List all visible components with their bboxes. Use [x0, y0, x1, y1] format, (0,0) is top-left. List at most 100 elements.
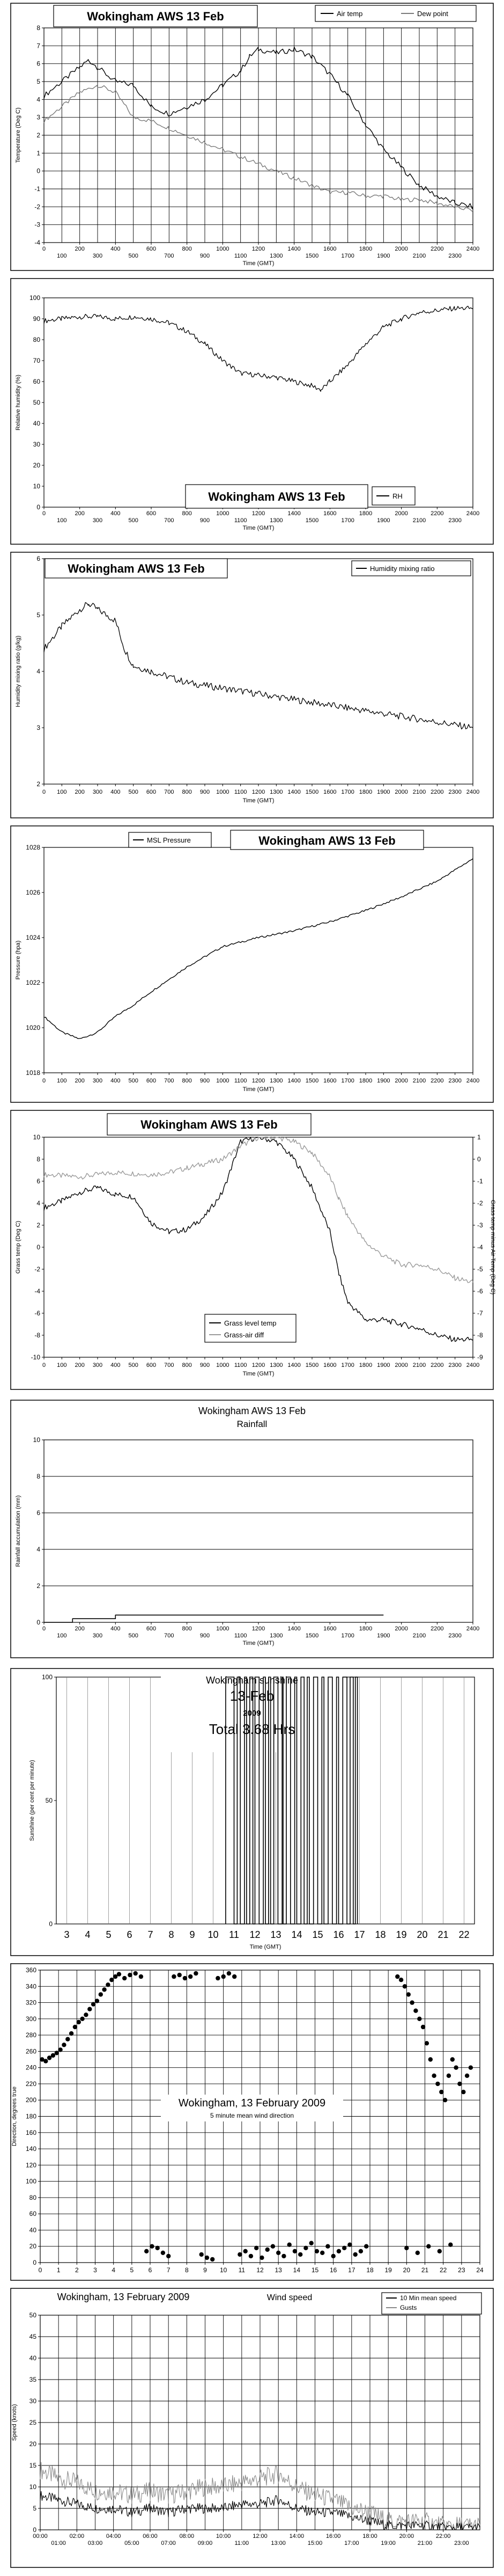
chart-subtitle: Rainfall: [237, 1419, 268, 1429]
title-box: [45, 558, 228, 579]
x-tick-label: 19:00: [381, 2540, 396, 2546]
x-tick-label: 800: [182, 1626, 191, 1632]
y-tick-label: 40: [29, 2354, 37, 2362]
x-tick-label: 23:00: [454, 2540, 469, 2546]
x-tick-label: 20: [417, 1929, 427, 1940]
data-point: [94, 1999, 100, 2003]
y2-tick-label: -1: [477, 1177, 483, 1185]
x-tick-label: 12: [256, 2266, 264, 2274]
y-tick-label: -1: [34, 185, 40, 193]
x-tick-label: 1300: [270, 789, 283, 795]
x-tick-label: 1400: [287, 789, 300, 795]
x-tick-label: 06:00: [143, 2533, 158, 2540]
chart-title: Wokingham AWS 13 Feb: [140, 1118, 277, 1131]
title-backdrop: [161, 2095, 343, 2121]
data-point: [331, 2253, 336, 2259]
y2-tick-label: -3: [477, 1221, 483, 1229]
y-tick-label: 1018: [26, 1069, 40, 1077]
x-tick-label: 7: [147, 1929, 153, 1940]
title-box: [107, 1113, 312, 1136]
x-tick-label: 700: [164, 1633, 174, 1639]
legend-label: Grass-air diff: [224, 1331, 264, 1339]
y-tick-label: 5: [33, 2505, 36, 2512]
x-tick-label: 1900: [377, 253, 390, 259]
data-point: [248, 2253, 254, 2259]
data-point: [442, 2098, 448, 2103]
x-tick-label: 1500: [306, 253, 318, 259]
x-tick-label: 1500: [306, 1633, 318, 1639]
data-point: [238, 2252, 242, 2257]
chart-total: Total 3.68 Hrs: [209, 1721, 295, 1737]
x-tick-label: 1800: [359, 1626, 372, 1632]
x-tick-label: 1000: [216, 1626, 229, 1632]
plot-area: [43, 297, 473, 508]
y-tick-label: 1024: [26, 934, 40, 941]
y-tick-label: 20: [33, 462, 41, 469]
data-point: [336, 2249, 342, 2253]
y-tick-label: 3: [36, 724, 40, 731]
y-tick-label: 340: [26, 1982, 36, 1990]
x-tick-label: 2300: [448, 517, 461, 524]
x-tick-label: 1300: [270, 253, 283, 259]
data-point: [454, 2065, 458, 2070]
x-tick-label: 18: [375, 1929, 386, 1940]
data-point: [303, 2245, 308, 2250]
x-tick-label: 1: [57, 2266, 61, 2274]
y-axis-label: Rainfall accumulation (mm): [15, 1495, 21, 1567]
x-tick-label: 2200: [431, 1362, 443, 1368]
y-tick-label: 120: [26, 2161, 36, 2169]
data-point: [221, 1974, 226, 1979]
data-point: [347, 2242, 352, 2247]
x-tick-label: 1400: [287, 1078, 300, 1084]
x-tick-label: 2400: [466, 789, 479, 795]
y-tick-label: 60: [33, 378, 41, 385]
x-tick-label: 500: [128, 1362, 138, 1368]
y-axis-label: Relative humidity (%): [15, 375, 21, 430]
y-tick-label: 0: [33, 2526, 36, 2534]
title-backdrop: [161, 1673, 343, 1752]
x-tick-label: 2300: [448, 1078, 461, 1084]
x-tick-label: 900: [200, 1078, 210, 1084]
y-tick-label: 2: [36, 1582, 40, 1590]
data-point: [243, 2249, 248, 2253]
x-tick-label: 6: [127, 1929, 132, 1940]
legend: [381, 2292, 482, 2315]
x-tick-label: 22: [440, 2266, 447, 2274]
y-tick-label: 6: [36, 555, 40, 562]
legend: [351, 560, 471, 576]
x-tick-label: 2400: [466, 1626, 479, 1632]
data-point: [166, 2253, 171, 2259]
data-point: [116, 1972, 122, 1977]
plot-area: [43, 1439, 473, 1623]
x-tick-label: 22: [458, 1929, 469, 1940]
x-tick-label: 500: [128, 253, 138, 259]
chart-title: Wokingham, 13 February 2009: [179, 2097, 325, 2109]
x-tick-label: 1700: [341, 517, 354, 524]
x-tick-label: 1300: [270, 1362, 283, 1368]
x-tick-label: 7: [167, 2266, 171, 2274]
y-tick-label: 160: [26, 2129, 36, 2136]
y-tick-label: 2: [36, 780, 40, 788]
plot-area: [43, 558, 473, 785]
x-tick-label: 900: [200, 789, 210, 795]
legend: [204, 1314, 297, 1343]
data-point: [314, 2249, 320, 2253]
x-tick-label: 300: [93, 253, 102, 259]
x-tick-label: 1100: [234, 1078, 247, 1084]
x-tick-label: 1200: [252, 1626, 265, 1632]
y-tick-label: 15: [29, 2462, 37, 2469]
x-tick-label: 1100: [234, 1362, 247, 1368]
x-tick-label: 2200: [431, 1626, 443, 1632]
y-tick-label: 180: [26, 2113, 36, 2120]
data-point: [144, 2249, 149, 2253]
x-tick-label: 1900: [377, 517, 390, 524]
x-tick-label: 1200: [252, 789, 265, 795]
x-tick-label: 1400: [287, 246, 300, 252]
y-tick-label: -4: [34, 239, 40, 246]
x-tick-label: 10:00: [216, 2533, 231, 2540]
series-line: [40, 2491, 480, 2530]
series-line: [225, 1677, 358, 1924]
data-point: [210, 2257, 215, 2262]
x-tick-label: 2000: [395, 789, 407, 795]
y-tick-label: 1028: [26, 844, 40, 851]
